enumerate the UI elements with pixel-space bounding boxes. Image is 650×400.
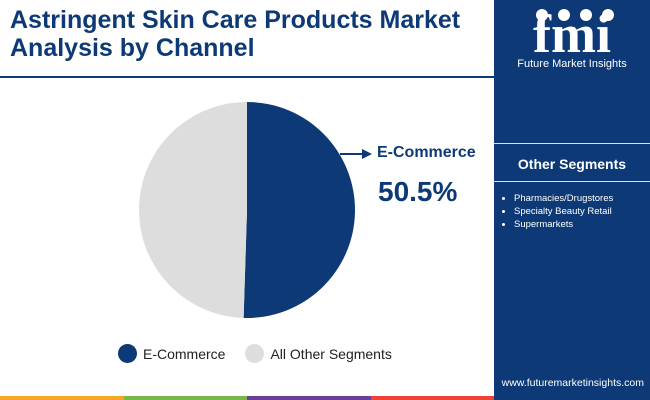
- legend-label-ecommerce: E-Commerce: [143, 345, 226, 362]
- legend-item-ecommerce: E-Commerce: [118, 344, 225, 363]
- logo-dot-4: [602, 9, 614, 21]
- callout-label: E-Commerce: [377, 144, 476, 161]
- other-segments-heading: Other Segments: [517, 156, 627, 172]
- bottom-bar-segment-4: [370, 396, 494, 400]
- callout-arrow: [340, 149, 372, 159]
- logo-dot-3: [580, 9, 592, 21]
- legend-label-other: All Other Segments: [270, 345, 392, 362]
- segment-item: Pharmacies/Drugstores: [514, 192, 613, 205]
- logo-dot-1: [536, 9, 548, 21]
- logo-dot-2: [558, 9, 570, 21]
- sidebar-panel: fmi Future Market Insights Other Segment…: [494, 0, 650, 400]
- logo-subtitle: Future Market Insights: [517, 58, 627, 70]
- segments-rule-bottom: [494, 181, 650, 182]
- pie-slice-all-other-segments: [139, 102, 247, 318]
- other-segments-list: Pharmacies/Drugstores Specialty Beauty R…: [502, 192, 613, 231]
- bottom-bar-segment-1: [0, 396, 124, 400]
- pie-chart: [139, 102, 372, 318]
- segment-item: Specialty Beauty Retail: [514, 205, 613, 218]
- legend-item-other: All Other Segments: [245, 344, 392, 363]
- title-divider: [0, 76, 494, 78]
- legend-swatch-other: [245, 344, 265, 363]
- pie-slice-e-commerce: [243, 102, 356, 318]
- bottom-bar-segment-3: [247, 396, 371, 400]
- segment-item: Supermarkets: [514, 218, 613, 231]
- segments-rule-top: [494, 143, 650, 144]
- chart-legend: E-Commerce All Other Segments: [118, 344, 412, 363]
- website-link[interactable]: www.futuremarketinsights.com: [501, 377, 644, 389]
- bottom-color-bar: [0, 396, 494, 400]
- legend-swatch-ecommerce: [118, 344, 137, 363]
- bottom-bar-segment-2: [123, 396, 247, 400]
- fmi-logo: fmi: [533, 6, 614, 58]
- chart-title: Astringent Skin Care Products Market Ana…: [10, 6, 461, 62]
- callout-value: 50.5%: [378, 176, 458, 207]
